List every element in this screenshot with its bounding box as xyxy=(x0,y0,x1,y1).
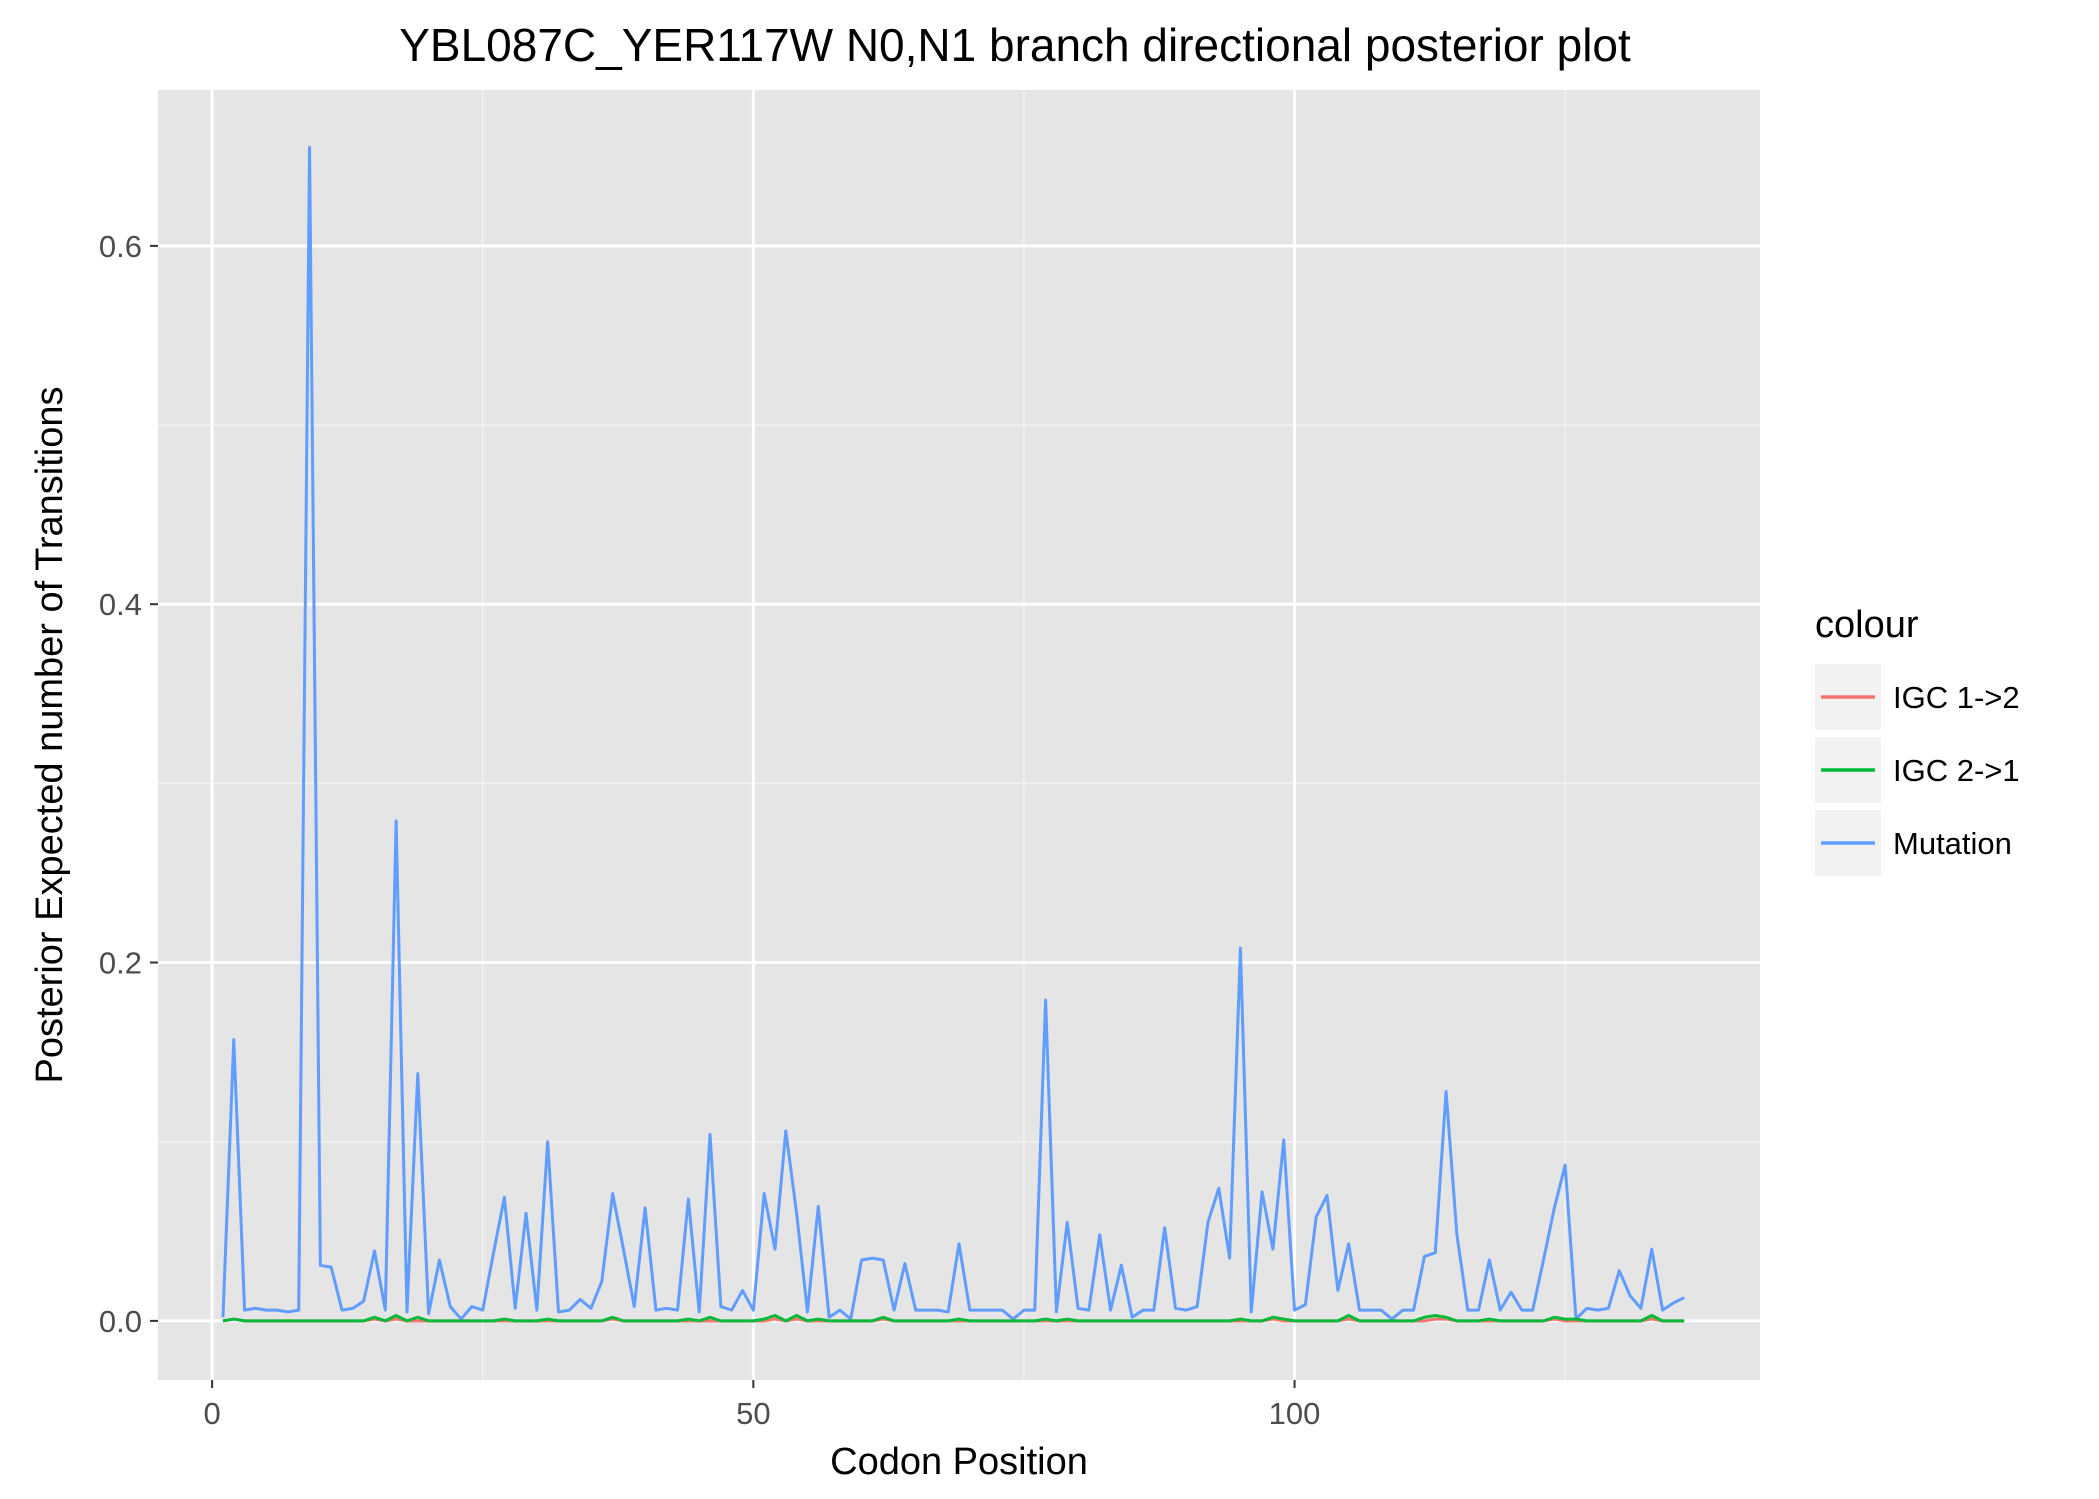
x-tick-label: 0 xyxy=(203,1396,220,1431)
x-tick-label: 100 xyxy=(1269,1396,1321,1431)
y-tick-label: 0.0 xyxy=(99,1304,142,1339)
legend: colour IGC 1->2 IGC 2->1 Mutation xyxy=(1815,604,2020,876)
minor-gridlines xyxy=(158,90,1760,1380)
x-axis-title: Codon Position xyxy=(830,1441,1088,1483)
y-tick-label: 0.2 xyxy=(99,946,142,981)
y-axis-title: Posterior Expected number of Transitions xyxy=(29,386,71,1083)
y-axis: 0.0 0.2 0.4 0.6 xyxy=(99,229,158,1339)
legend-label-mutation: Mutation xyxy=(1893,826,2012,861)
series-line-igc-2-1 xyxy=(222,1314,1685,1323)
chart-title: YBL087C_YER117W N0,N1 branch directional… xyxy=(399,19,1631,71)
legend-label-igc-2-1: IGC 2->1 xyxy=(1893,753,2020,788)
series-line-mutation xyxy=(221,145,1685,1321)
y-tick-label: 0.6 xyxy=(99,229,142,264)
legend-title: colour xyxy=(1815,604,1919,646)
series-layer xyxy=(221,145,1685,1323)
plot-panel xyxy=(158,90,1760,1380)
legend-label-igc-1-2: IGC 1->2 xyxy=(1893,680,2020,715)
y-tick-label: 0.4 xyxy=(99,587,142,622)
x-axis: 0 50 100 xyxy=(203,1380,1320,1431)
x-tick-label: 50 xyxy=(736,1396,770,1431)
